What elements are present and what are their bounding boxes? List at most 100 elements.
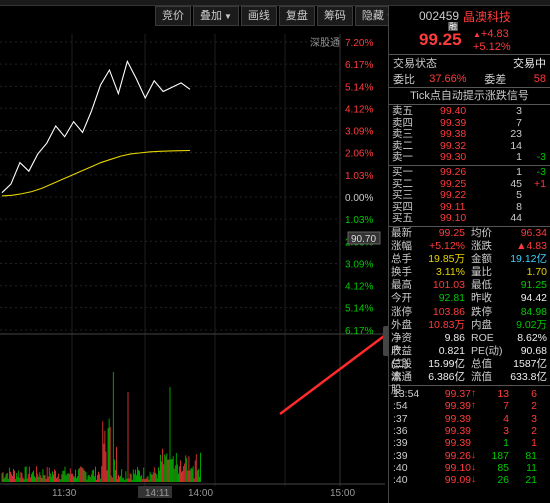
auction-button[interactable]: 竞价: [155, 6, 191, 26]
last-price: 99.25: [419, 30, 462, 49]
level-price: 99.40: [440, 105, 467, 117]
level-volume: 23: [510, 128, 522, 141]
orderbook-level[interactable]: 买五 99.10 44: [389, 213, 550, 225]
orderbook-level[interactable]: 卖三 99.38 23: [389, 129, 550, 141]
level-change: -3: [536, 151, 546, 164]
quote-label: 涨跌: [471, 240, 492, 253]
arrow-down-icon: ↓: [471, 461, 476, 473]
quote-value: 92.81: [438, 292, 465, 305]
tick-row[interactable]: 13:54 99.37 ↑ 13 6: [389, 388, 550, 400]
quote-row: 总股本 15.99亿 总值 1587亿: [391, 357, 548, 383]
quote-row: 流通股 6.386亿 流值 633.8亿: [391, 371, 548, 396]
time-label: 14:00: [188, 488, 213, 499]
level-label: 买五: [392, 212, 413, 225]
axis-tick-label: 5.14%: [345, 304, 373, 315]
axis-tick-label: 6.17%: [345, 60, 373, 71]
quote-value: 101.03: [432, 279, 465, 292]
quote-label: 量比: [471, 266, 492, 279]
orderbook-level[interactable]: 卖五 99.40 3: [389, 105, 550, 118]
level-change: [522, 213, 546, 225]
level-change: [522, 190, 546, 202]
arrow-up-icon: [471, 437, 479, 449]
orderbook-level[interactable]: 卖二 99.32 14: [389, 140, 550, 153]
tick-count: 2: [531, 400, 537, 413]
quote-value: 10.83万: [428, 318, 465, 331]
overlay-button[interactable]: 叠加 ▼: [193, 6, 239, 26]
axis-tick-label: 1.03%: [345, 215, 373, 226]
ask-levels: 卖五 99.40 3 卖四 99.39 7 卖三 99.38 23 卖二 99.32 14 卖一 99.3…: [389, 105, 550, 164]
intraday-chart-panel: 竞价 叠加▼ 画线 复盘 筹码 隐藏▼ 深股通 7.20% 6.17% 5.14% 4…: [0, 6, 441, 503]
quote-label: 最高: [391, 279, 412, 292]
quote-value: +5.12%: [429, 240, 465, 253]
level-label: 买四: [392, 200, 413, 213]
bid-levels: 买一 99.26 1 -3 买二 99.25 45 +1 买三 99.22 5 买四 99.11 8 买五 9…: [389, 166, 550, 225]
tick-volume: 3: [503, 424, 509, 437]
quote-value: 1.70: [526, 266, 547, 279]
orderbook-level[interactable]: 买三 99.22 5: [389, 190, 550, 202]
tick-row[interactable]: :40 99.09 ↓ 26 21: [389, 474, 550, 486]
arrow-up-icon: [471, 425, 479, 437]
quote-label: 收益(二): [391, 344, 412, 370]
intraday-chart[interactable]: 7.20% 6.17% 5.14% 4.12% 3.09% 2.06% 1.03% 0.00%…: [0, 6, 441, 503]
quote-grid: 最新 99.25 均价 96.34 涨幅 +5.12% 涨跌 ▲4.83 总手 19.85万 金额 1…: [389, 227, 550, 396]
tick-row[interactable]: :37 99.39 4 3: [389, 413, 550, 425]
quote-label: PE(动): [471, 344, 503, 357]
tick-time: :40: [393, 474, 408, 487]
level-label: 卖一: [392, 151, 413, 164]
tick-row[interactable]: :54 99.39 ↑ 7 2: [389, 400, 550, 412]
tick-price: 99.09: [444, 474, 471, 487]
orderbook-level[interactable]: 卖四 99.39 7: [389, 117, 550, 130]
arrow-down-icon: ↓: [471, 449, 476, 461]
tick-price: 99.26: [444, 449, 471, 462]
tick-time: :36: [393, 424, 408, 437]
quote-row: 换手 3.11% 量比 1.70: [391, 266, 548, 279]
tick-row[interactable]: :36 99.39 3 2: [389, 425, 550, 437]
orderbook-level[interactable]: 卖一 99.30 1 -3: [389, 152, 550, 164]
tick-row[interactable]: :39 99.26 ↓ 187 81: [389, 450, 550, 462]
level-change: [522, 129, 546, 141]
level-change: [522, 202, 546, 214]
axis-tick-label: 1.03%: [345, 171, 373, 182]
arrow-down-icon: ↓: [471, 474, 476, 486]
tick-time: :37: [393, 412, 408, 425]
quote-label: 昨收: [471, 292, 492, 305]
axis-tick-label: 4.12%: [345, 282, 373, 293]
tick-list: 13:54 99.37 ↑ 13 6:54 99.39 ↑ 7 2:37 99.39 4 3:36 99…: [389, 386, 550, 486]
quote-label: 今开: [391, 292, 412, 305]
tick-row[interactable]: :40 99.10 ↓ 85 11: [389, 462, 550, 474]
tick-count: 81: [525, 449, 537, 462]
tick-signal-notice[interactable]: Tick点自动提示涨跌信号: [410, 90, 529, 102]
level-label: 买一: [392, 165, 413, 178]
level-volume: 8: [516, 200, 522, 213]
price-change: ▲+4.83 +5.12%: [473, 27, 511, 53]
stock-header: 002459 晶澳科技: [389, 6, 550, 26]
quote-label: ROE: [471, 331, 494, 344]
orderbook-level[interactable]: 买二 99.25 45 +1: [389, 178, 550, 191]
tick-count: 1: [531, 437, 537, 450]
quote-value: 9.86: [444, 331, 465, 344]
crosshair-time-box: [138, 486, 172, 498]
axis-tick-label: 7.20%: [345, 38, 373, 49]
tick-row[interactable]: :39 99.39 1 1: [389, 437, 550, 449]
quote-panel: 002459 晶澳科技 融 99.25 ▲+4.83 +5.12% 交易状态 交…: [388, 6, 550, 503]
quote-value: 1587亿: [513, 357, 547, 370]
tick-count: 21: [525, 474, 537, 487]
chip-button[interactable]: 筹码: [316, 6, 353, 26]
quote-label: 均价: [471, 226, 492, 239]
quote-row: 最新 99.25 均价 96.34: [391, 227, 548, 240]
level-volume: 44: [510, 212, 522, 225]
stock-name[interactable]: 晶澳科技: [463, 9, 512, 24]
volume-label-box: [347, 231, 381, 245]
replay-button[interactable]: 复盘: [278, 6, 315, 26]
orderbook-level[interactable]: 买四 99.11 8: [389, 200, 550, 214]
axis-tick-label: 4.12%: [345, 104, 373, 115]
draw-line-button[interactable]: 画线: [240, 6, 277, 26]
tick-count: 11: [526, 461, 537, 474]
orderbook-level[interactable]: 买一 99.26 1 -3: [389, 165, 550, 179]
tick-time: :39: [393, 449, 408, 462]
quote-value: 99.25: [438, 226, 465, 239]
panel-resize-handle[interactable]: [383, 326, 390, 356]
quote-value: 84.98: [520, 305, 547, 318]
quote-value: 19.12亿: [510, 253, 547, 266]
quote-label: 跌停: [471, 305, 492, 318]
